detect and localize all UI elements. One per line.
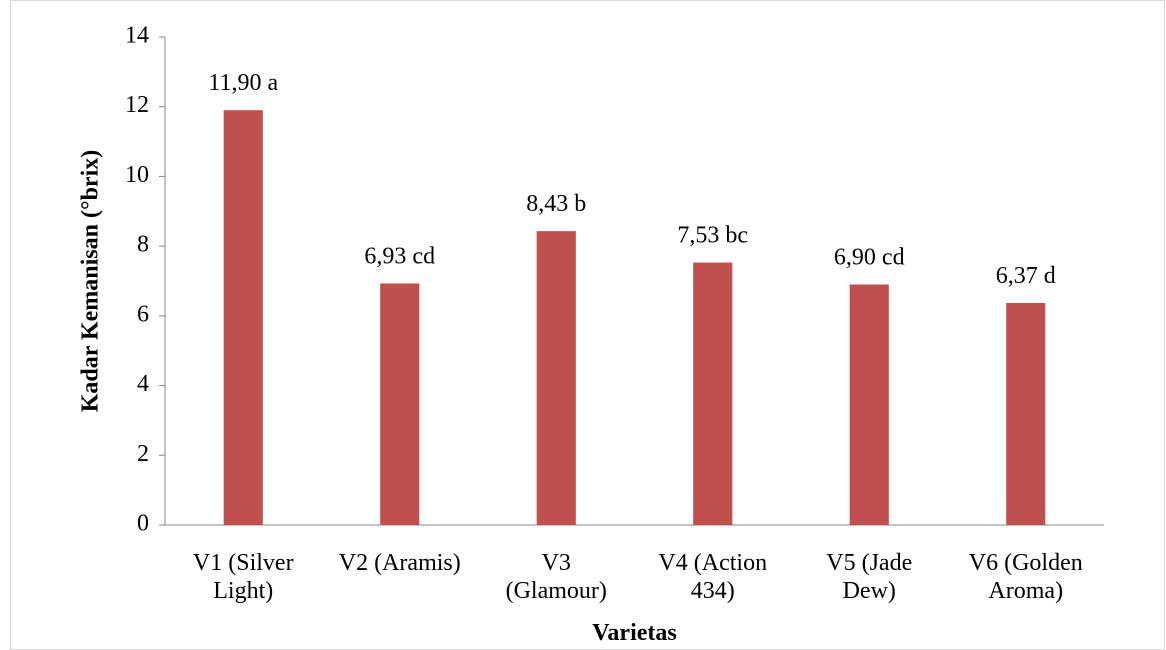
x-tick-label: V2 (Aramis) bbox=[338, 550, 461, 576]
x-tick-label: V1 (Silver Light) bbox=[192, 550, 294, 604]
y-axis-title: Kadar Kemanisan (°brix) bbox=[78, 150, 104, 413]
bar bbox=[849, 284, 889, 525]
y-tick-label: 2 bbox=[137, 441, 149, 467]
x-tick-label: V3 (Glamour) bbox=[505, 550, 607, 604]
bar bbox=[380, 283, 420, 525]
x-tick-label: V4 (Action 434) bbox=[658, 550, 768, 604]
y-tick-label: 14 bbox=[125, 23, 149, 49]
bar bbox=[536, 231, 576, 525]
bar bbox=[223, 110, 263, 525]
y-tick-label: 0 bbox=[137, 511, 149, 537]
y-tick-label: 12 bbox=[125, 92, 149, 118]
value-label: 8,43 b bbox=[526, 191, 586, 217]
y-tick-label: 4 bbox=[137, 371, 149, 397]
value-label: 6,90 cd bbox=[834, 244, 905, 270]
x-tick-label: V6 (Golden Aroma) bbox=[968, 550, 1083, 604]
value-label: 6,37 d bbox=[996, 263, 1056, 289]
bar bbox=[1006, 302, 1046, 525]
y-tick-label: 6 bbox=[137, 301, 149, 327]
value-label: 6,93 cd bbox=[364, 243, 435, 269]
bar bbox=[693, 262, 733, 525]
y-tick-label: 8 bbox=[137, 232, 149, 258]
x-axis-title: Varietas bbox=[592, 620, 677, 646]
x-tick-label: V5 (Jade Dew) bbox=[826, 550, 913, 604]
value-label: 11,90 a bbox=[208, 70, 278, 96]
y-tick-label: 10 bbox=[125, 162, 149, 188]
value-label: 7,53 bc bbox=[677, 223, 748, 249]
